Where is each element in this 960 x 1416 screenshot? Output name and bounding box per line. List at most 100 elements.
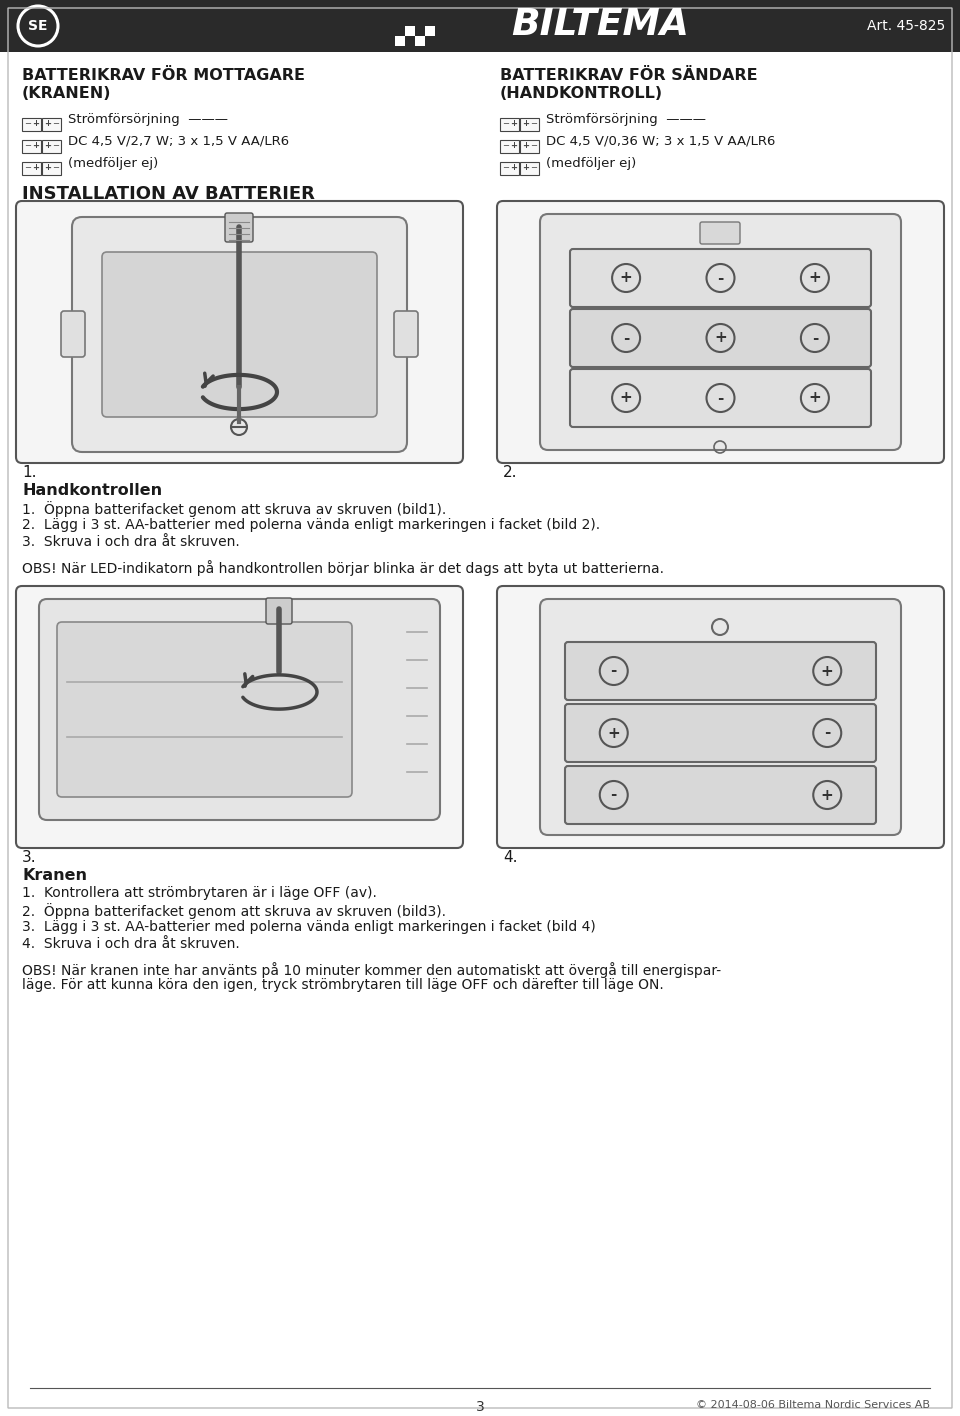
Text: DC 4,5 V/2,7 W; 3 x 1,5 V AA/LR6: DC 4,5 V/2,7 W; 3 x 1,5 V AA/LR6 [68,135,289,149]
Text: -: - [611,787,617,803]
Text: BATTERIKRAV FÖR SÄNDARE: BATTERIKRAV FÖR SÄNDARE [500,68,757,84]
Text: +: + [522,142,529,150]
Bar [395,35,405,45]
Text: 3.  Lägg i 3 st. AA-batterier med polerna vända enligt markeringen i facket (bil: 3. Lägg i 3 st. AA-batterier med polerna… [22,920,596,935]
Text: +: + [522,119,529,129]
Text: −: − [52,142,59,150]
FancyBboxPatch shape [16,201,463,463]
Text: BATTERIKRAV FÖR MOTTAGARE: BATTERIKRAV FÖR MOTTAGARE [22,68,305,84]
FancyBboxPatch shape [57,622,352,797]
Text: läge. För att kunna köra den igen, tryck strömbrytaren till läge OFF och därefte: läge. För att kunna köra den igen, tryck… [22,978,663,993]
FancyBboxPatch shape [565,641,876,700]
FancyBboxPatch shape [497,201,944,463]
FancyBboxPatch shape [570,370,871,428]
FancyBboxPatch shape [16,586,463,848]
Text: +: + [714,330,727,346]
FancyBboxPatch shape [21,118,40,130]
FancyBboxPatch shape [540,214,901,450]
Text: +: + [821,664,833,678]
Text: +: + [510,119,517,129]
Text: −: − [530,142,537,150]
Text: −: − [52,119,59,129]
Text: +: + [620,270,633,286]
Text: Kranen: Kranen [22,868,87,884]
Text: INSTALLATION AV BATTERIER: INSTALLATION AV BATTERIER [22,185,315,202]
Bar [415,25,425,35]
Text: DC 4,5 V/0,36 W; 3 x 1,5 V AA/LR6: DC 4,5 V/0,36 W; 3 x 1,5 V AA/LR6 [546,135,776,149]
Text: +: + [32,142,39,150]
FancyBboxPatch shape [266,598,292,624]
Bar [425,25,435,35]
FancyBboxPatch shape [102,252,377,416]
Text: Handkontrollen: Handkontrollen [22,483,162,498]
Text: −: − [502,163,509,173]
Text: +: + [44,163,51,173]
FancyBboxPatch shape [570,249,871,307]
Text: −: − [502,119,509,129]
Text: +: + [808,391,821,405]
Text: +: + [821,787,833,803]
FancyBboxPatch shape [39,599,440,820]
Text: 4.  Skruva i och dra åt skruven.: 4. Skruva i och dra åt skruven. [22,937,240,952]
FancyBboxPatch shape [21,140,40,153]
Text: (HANDKONTROLL): (HANDKONTROLL) [500,86,663,101]
FancyBboxPatch shape [540,599,901,835]
Text: Strömförsörjning  ———: Strömförsörjning ——— [68,113,228,126]
Text: 1.  Kontrollera att strömbrytaren är i läge OFF (av).: 1. Kontrollera att strömbrytaren är i lä… [22,886,377,901]
Text: +: + [510,163,517,173]
FancyBboxPatch shape [499,118,518,130]
FancyBboxPatch shape [499,140,518,153]
Text: SE: SE [28,18,48,33]
Text: © 2014-08-06 Biltema Nordic Services AB: © 2014-08-06 Biltema Nordic Services AB [696,1400,930,1410]
Text: −: − [530,119,537,129]
Bar [415,35,425,45]
FancyBboxPatch shape [41,118,60,130]
Text: +: + [44,119,51,129]
Text: Art. 45-825: Art. 45-825 [867,18,945,33]
Text: +: + [32,163,39,173]
Text: 1.: 1. [22,464,36,480]
Text: -: - [717,270,724,286]
Text: Strömförsörjning  ———: Strömförsörjning ——— [546,113,706,126]
FancyBboxPatch shape [519,118,539,130]
Text: +: + [608,725,620,741]
Bar [0,0,960,52]
Text: BILTEMA: BILTEMA [511,7,689,42]
FancyBboxPatch shape [394,312,418,357]
Bar [395,25,405,35]
FancyBboxPatch shape [225,212,253,242]
Text: +: + [44,142,51,150]
Text: 2.: 2. [503,464,517,480]
Text: 3.  Skruva i och dra åt skruven.: 3. Skruva i och dra åt skruven. [22,535,240,549]
FancyBboxPatch shape [519,140,539,153]
FancyBboxPatch shape [72,217,407,452]
Text: 1.  Öppna batterifacket genom att skruva av skruven (bild1).: 1. Öppna batterifacket genom att skruva … [22,501,446,517]
Text: OBS! När kranen inte har använts på 10 minuter kommer den automatiskt att övergå: OBS! När kranen inte har använts på 10 m… [22,961,721,978]
Text: −: − [530,163,537,173]
FancyBboxPatch shape [570,309,871,367]
Text: -: - [623,330,630,346]
FancyBboxPatch shape [41,140,60,153]
Text: +: + [510,142,517,150]
FancyBboxPatch shape [61,312,85,357]
Text: +: + [522,163,529,173]
Text: -: - [812,330,818,346]
FancyBboxPatch shape [21,161,40,174]
FancyBboxPatch shape [497,586,944,848]
Bar [425,35,435,45]
Text: 4.: 4. [503,850,517,865]
FancyBboxPatch shape [700,222,740,244]
Text: 2.  Lägg i 3 st. AA-batterier med polerna vända enligt markeringen i facket (bil: 2. Lägg i 3 st. AA-batterier med polerna… [22,518,600,532]
Text: (KRANEN): (KRANEN) [22,86,111,101]
Text: +: + [808,270,821,286]
Bar [405,25,415,35]
Text: -: - [611,664,617,678]
FancyBboxPatch shape [499,161,518,174]
Text: −: − [24,142,31,150]
Bar [405,35,415,45]
Text: -: - [824,725,830,741]
Text: +: + [32,119,39,129]
Text: −: − [502,142,509,150]
Text: −: − [24,119,31,129]
FancyBboxPatch shape [565,704,876,762]
